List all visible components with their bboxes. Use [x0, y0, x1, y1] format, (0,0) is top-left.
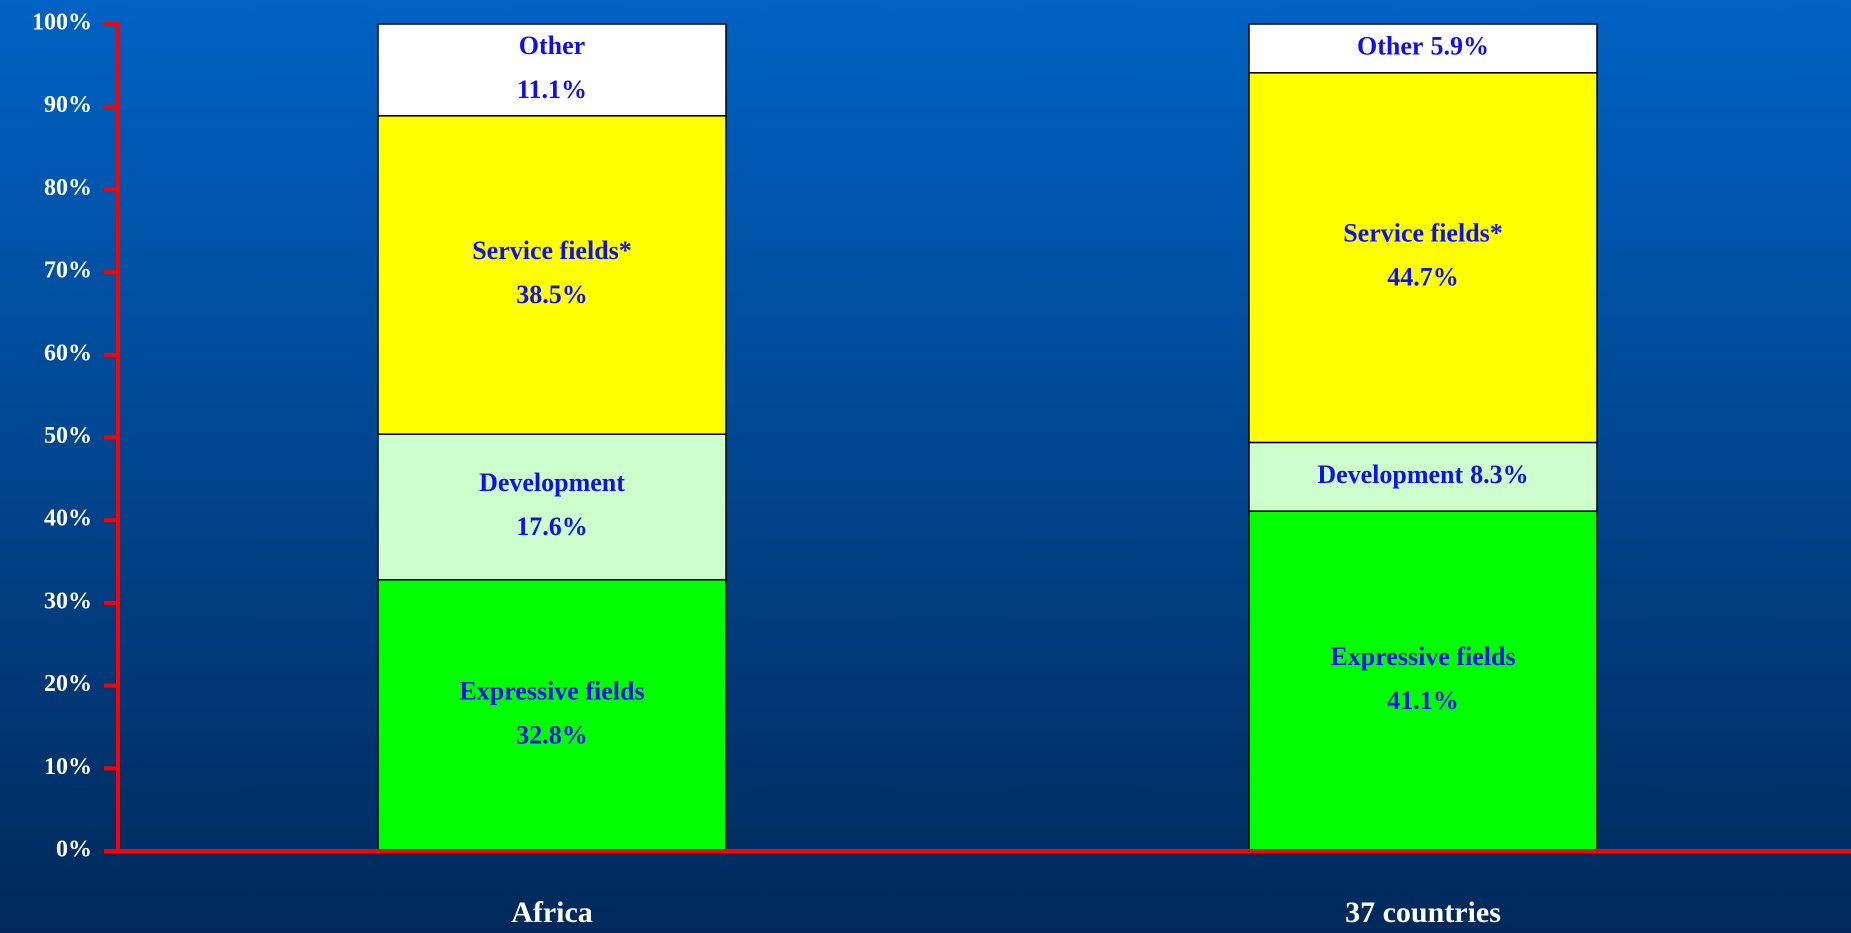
- value-label: 5.9%: [1430, 31, 1489, 60]
- data-label: Development 17.6%: [479, 468, 625, 541]
- bar-segment: [1248, 72, 1598, 444]
- value-label: 11.1%: [517, 75, 587, 104]
- value-label: 17.6%: [516, 512, 588, 541]
- y-tick-label: 40%: [44, 506, 92, 532]
- y-tick-label: 10%: [44, 754, 92, 780]
- series-name: Development: [1317, 460, 1463, 489]
- y-tick-label: 100%: [32, 10, 92, 36]
- bar-segment: [377, 115, 727, 435]
- bar-segment: [377, 23, 727, 117]
- y-tick-label: 70%: [44, 258, 92, 284]
- y-tick-label: 50%: [44, 423, 92, 449]
- data-label: Expressive fields 32.8%: [459, 676, 644, 749]
- y-tick-label: 90%: [44, 92, 92, 118]
- series-name: Expressive fields: [1330, 642, 1515, 671]
- y-tick-label: 20%: [44, 671, 92, 697]
- y-tick-label: 0%: [56, 837, 92, 863]
- bar-segment: [377, 578, 727, 852]
- data-label: Service fields* 38.5%: [472, 236, 632, 309]
- data-label: Service fields* 44.7%: [1343, 219, 1503, 292]
- value-label: 8.3%: [1470, 460, 1529, 489]
- bar-segment: [377, 433, 727, 581]
- x-tick-label: Africa: [511, 896, 593, 929]
- data-label: Other 5.9%: [1357, 31, 1489, 60]
- series-name: Other: [1357, 31, 1423, 60]
- x-tick-label: 37 countries: [1345, 896, 1501, 929]
- y-tick-label: 80%: [44, 175, 92, 201]
- bar-segment: [1248, 510, 1598, 852]
- y-tick-label: 30%: [44, 588, 92, 614]
- series-name: Service fields*: [1343, 219, 1503, 248]
- value-label: 38.5%: [516, 280, 588, 309]
- series-name: Service fields*: [472, 236, 632, 265]
- value-label: 41.1%: [1387, 686, 1459, 715]
- value-label: 32.8%: [516, 720, 588, 749]
- y-tick-label: 60%: [44, 340, 92, 366]
- series-name: Expressive fields: [459, 676, 644, 705]
- bar-segment: [1248, 441, 1598, 512]
- value-label: 44.7%: [1387, 263, 1459, 292]
- data-label: Other 11.1%: [517, 31, 587, 104]
- series-name: Other: [519, 31, 585, 60]
- series-name: Development: [479, 468, 625, 497]
- bar-segment: [1248, 23, 1598, 74]
- data-label: Expressive fields 41.1%: [1330, 642, 1515, 715]
- data-label: Development 8.3%: [1317, 460, 1528, 489]
